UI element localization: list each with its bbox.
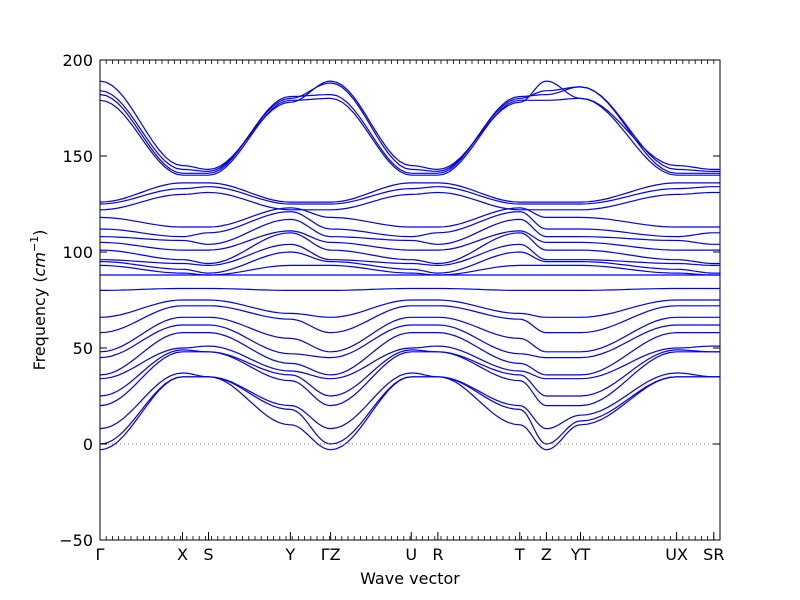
x-tick-label: ΓZ: [321, 545, 341, 564]
band-line-3: [99, 86, 720, 174]
plot-frame: [99, 59, 721, 541]
band-line-6: [99, 186, 720, 205]
minor-ticks: [99, 60, 721, 540]
band-line-27: [99, 376, 720, 445]
y-tick-label: 100: [62, 243, 93, 262]
x-tick-label: S: [203, 545, 213, 564]
y-tick-label: 150: [62, 147, 93, 166]
band-line-9: [99, 211, 720, 238]
band-line-22: [99, 332, 720, 376]
band-line-21: [99, 324, 720, 359]
band-line-23: [99, 345, 720, 380]
y-axis-label-text: Frequency: [30, 288, 49, 371]
band-line-2: [99, 82, 720, 173]
band-line-5: [99, 182, 720, 203]
x-axis-label: Wave vector: [360, 569, 460, 588]
band-line-11: [99, 230, 720, 251]
band-line-28: [99, 376, 720, 451]
band-line-18: [99, 299, 720, 318]
y-tick-label: 50: [73, 339, 93, 358]
x-tick-label: YT: [570, 545, 591, 564]
band-line-26: [99, 372, 720, 430]
x-tick-label: UX: [665, 545, 688, 564]
x-tick-label: Y: [284, 545, 295, 564]
band-line-7: [99, 191, 720, 211]
band-line-19: [99, 305, 720, 334]
band-line-13: [100, 243, 720, 266]
x-tick-label: R: [432, 545, 443, 564]
x-tick-label: SR: [703, 545, 724, 564]
band-line-10: [99, 218, 720, 245]
y-axis-unit-exponent: −1: [28, 236, 41, 252]
y-axis-unit: cm: [30, 252, 49, 276]
x-tick-label: T: [514, 545, 525, 564]
y-tick-label: 200: [62, 51, 93, 70]
y-axis-label: Frequency (cm−1): [28, 230, 49, 371]
x-tick-label: U: [405, 545, 417, 564]
band-lines: [99, 80, 720, 451]
band-line-14: [99, 251, 720, 274]
band-line-4: [99, 97, 720, 176]
band-line-8: [99, 207, 720, 228]
y-tick-label: 0: [83, 435, 93, 454]
x-tick-label: X: [177, 545, 188, 564]
x-tick-label: Γ: [96, 545, 105, 564]
band-line-25: [99, 351, 720, 407]
y-tick-label: −50: [59, 531, 93, 550]
band-line-1: [99, 80, 720, 170]
band-line-17: [100, 287, 720, 291]
band-line-12: [99, 232, 720, 265]
x-tick-label: Z: [541, 545, 552, 564]
y-axis-ticks: −50 0 50 100 150 200: [59, 51, 720, 550]
band-line-20: [99, 316, 720, 353]
